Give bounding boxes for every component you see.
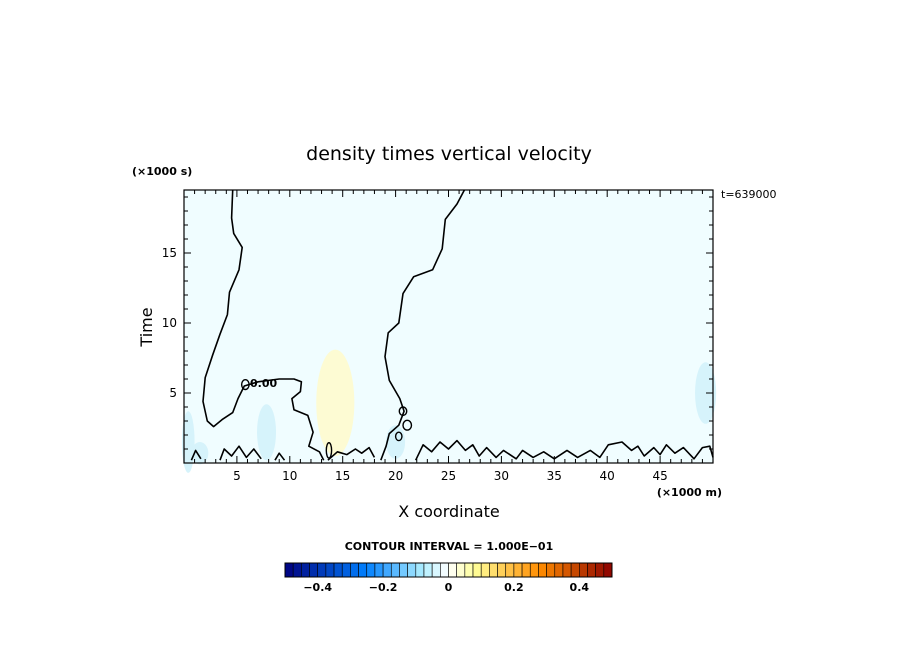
colorbar-swatch-38 [595, 562, 605, 578]
shade-neg-near-20 [386, 425, 406, 459]
colorbar-frame [284, 562, 613, 578]
zero-contour-loop-1 [325, 441, 333, 459]
colorbar-swatch-24 [480, 562, 490, 578]
colorbar-swatch-39 [603, 562, 613, 578]
zero-contour-line-5 [190, 449, 202, 461]
colorbar-swatch-20 [448, 562, 457, 578]
x-tick-label-5: 30 [494, 469, 509, 483]
colorbar-tick-label-4: 0.4 [570, 581, 590, 594]
colorbar-swatch-15 [407, 562, 417, 578]
colorbar-swatch-16 [415, 562, 425, 578]
x-tick-label-6: 35 [547, 469, 562, 483]
contour-interval-text: CONTOUR INTERVAL = 1.000E−01 [345, 540, 554, 553]
colorbar-swatch-21 [456, 562, 466, 578]
colorbar-swatch-31 [538, 562, 547, 578]
colorbar-swatch-0 [284, 562, 294, 578]
y-tick-label-1: 10 [162, 316, 177, 330]
colorbar-swatch-8 [350, 562, 359, 578]
y-unit-label: (×1000 s) [132, 165, 192, 178]
colorbar-tick-label-2: 0 [445, 581, 453, 594]
colorbar-swatch-4 [317, 562, 327, 578]
colorbar-swatch-32 [546, 562, 556, 578]
colorbar-swatch-27 [505, 562, 515, 578]
colorbar-swatch-17 [423, 562, 433, 578]
x-tick-label-8: 45 [652, 469, 667, 483]
colorbar-swatch-26 [497, 562, 507, 578]
chart-title: density times vertical velocity [306, 143, 592, 165]
y-tick-label-0: 5 [169, 386, 177, 400]
x-unit-label: (×1000 m) [657, 486, 722, 499]
colorbar-swatch-23 [472, 562, 482, 578]
x-tick-label-4: 25 [441, 469, 456, 483]
shade-neg-near-1 [191, 442, 209, 465]
colorbar-swatch-5 [325, 562, 335, 578]
colorbar-swatch-29 [521, 562, 531, 578]
colorbar-swatch-1 [292, 562, 302, 578]
x-tick-label-7: 40 [600, 469, 615, 483]
zero-contour-loop-2 [398, 406, 408, 417]
y-axis-label: Time [137, 307, 156, 347]
colorbar-swatch-2 [301, 562, 310, 578]
colorbar-swatch-25 [489, 562, 498, 578]
zero-contours [190, 189, 714, 461]
zero-contour-line-4 [219, 445, 262, 461]
shade-neg-near-8 [257, 404, 277, 461]
x-axis-label: X coordinate [398, 502, 499, 521]
zero-contour-loop-4 [394, 431, 403, 442]
x-tick-label-3: 20 [388, 469, 403, 483]
x-tick-label-0: 5 [233, 469, 241, 483]
colorbar-swatch-7 [341, 562, 351, 578]
colorbar-swatch-34 [562, 562, 572, 578]
shade-neg-left-edge [181, 411, 195, 473]
colorbar-swatch-37 [587, 562, 596, 578]
colorbar-swatch-3 [309, 562, 318, 578]
colorbar-swatch-33 [554, 562, 564, 578]
zero-contour-line-6 [274, 452, 286, 461]
colorbar-swatch-10 [366, 562, 376, 578]
shade-pos-near-14 [316, 349, 355, 456]
colorbar-tick-label-3: 0.2 [504, 581, 524, 594]
colorbar-swatch-28 [513, 562, 523, 578]
axis-ticks: 5 10 15 20 25 30 35 40 45 5 10 15 [162, 190, 713, 483]
colorbar-swatch-19 [440, 562, 449, 578]
colorbar-swatch-18 [431, 562, 441, 578]
colorbar-tick-label-1: −0.2 [369, 581, 398, 594]
colorbar-swatch-22 [464, 562, 474, 578]
zero-contour-line-3 [414, 439, 714, 461]
colorbar-swatch-30 [529, 562, 539, 578]
shaded-regions [181, 349, 717, 473]
colorbar-swatch-6 [333, 562, 343, 578]
zero-contour-line-1 [380, 189, 466, 461]
zero-contour-loop-0 [240, 379, 250, 391]
colorbar-swatch-35 [570, 562, 580, 578]
colorbar-swatch-36 [578, 562, 588, 578]
zero-contour-loop-3 [402, 419, 413, 431]
contour-value-label: 0.00 [250, 377, 277, 390]
colorbar: −0.4 −0.2 0 0.2 0.4 [284, 562, 613, 594]
colorbar-swatch-11 [374, 562, 384, 578]
colorbar-swatch-9 [358, 562, 368, 578]
zero-contour-line-0 [202, 189, 325, 461]
zero-contour-line-2 [327, 446, 376, 461]
plot-area: 5 10 15 20 25 30 35 40 45 5 10 15 [162, 189, 717, 483]
colorbar-tick-label-0: −0.4 [303, 581, 332, 594]
x-tick-label-1: 10 [282, 469, 297, 483]
x-tick-label-2: 15 [335, 469, 350, 483]
colorbar-swatch-14 [399, 562, 408, 578]
shade-neg-right-edge [695, 362, 717, 424]
colorbar-swatch-12 [382, 562, 392, 578]
timestamp-label: t=639000 [721, 188, 777, 201]
y-tick-label-2: 15 [162, 246, 177, 260]
colorbar-swatch-13 [390, 562, 400, 578]
